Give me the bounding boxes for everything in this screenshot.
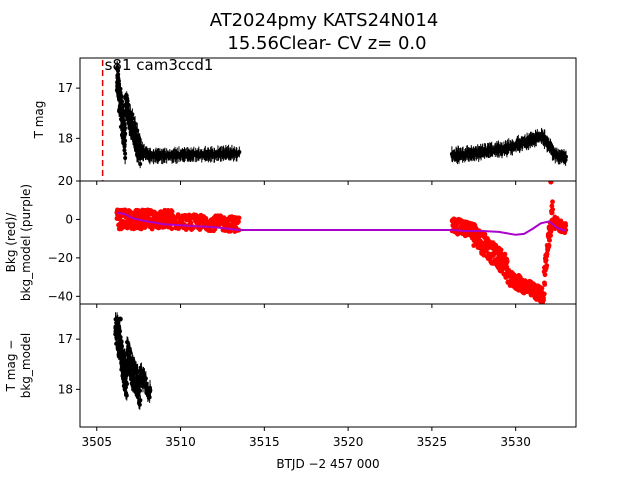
bkg-point [188,220,194,226]
diff-point [124,381,129,386]
diff-point [117,329,122,334]
x-tick-label: 3520 [333,435,364,449]
bkg-point [542,282,548,287]
bkg-point [546,242,552,248]
x-axis-label: BTJD −2 457 000 [276,457,379,471]
bkg-point [542,272,548,278]
bkg-point [149,226,155,232]
diff-ylabel-line1: T mag − [4,340,18,393]
bkg-point [544,263,550,269]
diff-point [117,316,123,322]
bkg-point [236,215,242,221]
bkg-ytick-label: 0 [65,212,73,226]
tmag-ylabel: T mag [32,101,46,140]
chart-title-line1: AT2024pmy KATS24N014 [210,10,439,31]
bkg-point [169,209,175,214]
diff-ylabel-line2: bkg_model [19,333,33,399]
diff-point [148,388,153,393]
tmag-point [116,79,121,84]
bkg-point [548,181,554,185]
x-tick-label: 3510 [165,435,196,449]
tmag-point [563,154,568,159]
panel-diff: 17 18 T mag − bkg_model [4,303,577,431]
sector-annotation: s81 cam3ccd1 [105,56,214,74]
bkg-point [543,257,549,263]
tmag-point [123,155,128,160]
bkg-point [482,231,488,237]
tmag-frame [79,57,577,182]
tmag-point [122,148,127,153]
diff-frame [79,303,577,428]
bkg-point [548,233,554,238]
diff-points [113,312,153,410]
tmag-ytick-label: 18 [58,131,73,145]
bkg-ylabel-line2: bkg_model (purple) [19,184,33,301]
tmag-point [237,149,242,154]
chart-title-line2: 15.56Clear- CV z= 0.0 [227,33,426,54]
bkg-point [549,203,555,209]
x-tick-label: 3505 [81,435,112,449]
tmag-point [137,139,142,144]
bkg-point [498,247,504,253]
tmag-point [122,126,127,131]
tmag-points [114,61,568,169]
diff-point [124,393,129,398]
diff-ytick-label: 18 [58,382,73,396]
bkg-points [114,181,569,304]
bkg-frame [79,180,577,305]
panel-tmag: s81 cam3ccd1 17 18 T mag [32,56,577,185]
panel-bkg: 20 0 −20 −40 Bkg (red)/bkg_model (purple) [4,174,577,308]
bkg-point [236,219,241,225]
bkg-point [550,199,555,205]
bkg-model-line [116,211,567,236]
diff-point [119,344,124,349]
bkg-point [504,259,510,264]
bkg-point [563,223,569,229]
bkg-ytick-label: −40 [48,289,73,303]
bkg-point [550,207,556,212]
bkg-point [539,285,545,291]
x-tick-label: 3530 [500,435,531,449]
bkg-point [169,226,175,232]
bkg-point [547,237,552,243]
tmag-point [138,162,143,167]
tmag-ytick-label: 17 [58,81,73,95]
tmag-point [125,99,130,104]
diff-point [137,402,142,407]
x-tick-label: 3515 [249,435,280,449]
bkg-point [541,291,547,297]
diff-point [135,368,140,373]
tmag-point [123,131,128,136]
bkg-point [541,297,546,303]
x-tick-label: 3525 [417,435,448,449]
bkg-ylabel-line1: Bkg (red)/ [4,212,18,273]
diff-ytick-label: 17 [58,332,73,346]
diff-point [128,350,133,355]
tmag-point [130,116,135,121]
bkg-ytick-label: −20 [48,251,73,265]
tmag-point [126,102,131,107]
bkg-ytick-label: 20 [58,174,73,188]
bkg-point [502,251,508,257]
diff-point [143,376,148,381]
tmag-point [119,94,124,99]
diff-point [138,398,143,403]
